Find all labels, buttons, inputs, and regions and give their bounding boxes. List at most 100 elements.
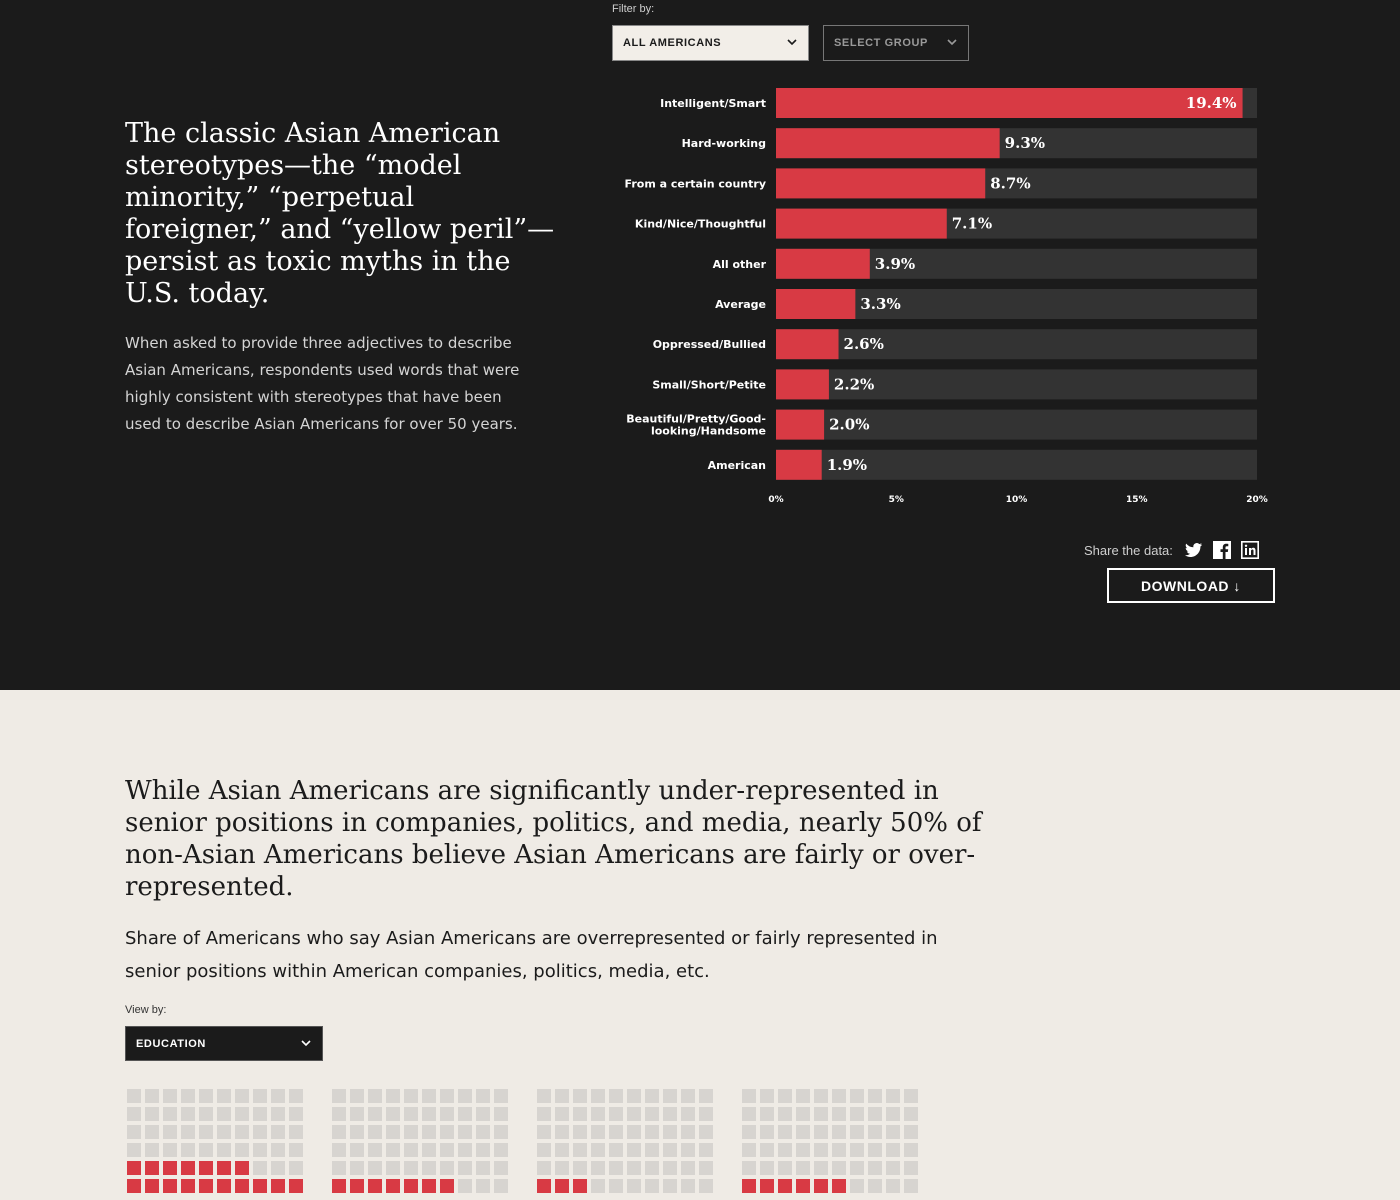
waffle-cell [458, 1125, 472, 1139]
waffle-cell [760, 1125, 774, 1139]
waffle-cell [350, 1107, 364, 1121]
waffle-cell [904, 1143, 918, 1157]
waffle-cell [886, 1161, 900, 1175]
waffle-cell [332, 1179, 346, 1193]
waffle-cell [271, 1143, 285, 1157]
waffle-cell [289, 1161, 303, 1175]
group-select[interactable]: SELECT GROUP [823, 25, 969, 61]
waffle-cell [555, 1161, 569, 1175]
waffle-cell [163, 1161, 177, 1175]
waffle-chart [332, 1089, 508, 1193]
waffle-cell [609, 1179, 623, 1193]
bar [776, 369, 829, 400]
waffle-cell [699, 1125, 713, 1139]
waffle-cell [332, 1161, 346, 1175]
waffle-cell [645, 1089, 659, 1103]
waffle-cell [760, 1161, 774, 1175]
adjectives-bar-chart: Intelligent/Smart 19.4% Hard-working 9.3% Fr… [625, 88, 1268, 505]
waffle-cell [796, 1125, 810, 1139]
waffle-cell [368, 1089, 382, 1103]
waffle-cell [537, 1161, 551, 1175]
waffle-cell [868, 1179, 882, 1193]
waffle-cell [289, 1179, 303, 1193]
bar-value-label: 2.0% [829, 416, 869, 434]
waffle-cell [591, 1107, 605, 1121]
waffle-cell [217, 1089, 231, 1103]
share-label: Share the data: [1084, 542, 1173, 558]
waffle-cell [476, 1161, 490, 1175]
waffle-cell [663, 1089, 677, 1103]
filter-select-americans[interactable]: ALL AMERICANS [612, 25, 809, 61]
waffle-cell [368, 1161, 382, 1175]
view-by-select-value: EDUCATION [136, 1037, 206, 1050]
waffle-cell [476, 1125, 490, 1139]
waffle-cell [832, 1179, 846, 1193]
waffle-cell [145, 1143, 159, 1157]
waffle-cell [868, 1161, 882, 1175]
x-tick-label: 0% [768, 495, 783, 505]
waffle-cell [681, 1143, 695, 1157]
bar-track [776, 409, 1257, 440]
waffle-cell [796, 1161, 810, 1175]
waffle-cell [886, 1125, 900, 1139]
waffle-cell [163, 1107, 177, 1121]
waffle-cell [127, 1143, 141, 1157]
waffle-cell [494, 1089, 508, 1103]
bar-category-label: Oppressed/Bullied [653, 338, 766, 351]
waffle-cell [904, 1089, 918, 1103]
waffle-cell [289, 1143, 303, 1157]
waffle-cell [886, 1089, 900, 1103]
waffle-cell [591, 1161, 605, 1175]
waffle-cell [181, 1089, 195, 1103]
waffle-cell [832, 1125, 846, 1139]
twitter-icon[interactable] [1184, 541, 1203, 559]
waffle-cell [289, 1107, 303, 1121]
x-tick-label: 20% [1246, 495, 1268, 505]
waffle-cell [163, 1179, 177, 1193]
waffle-cell [386, 1179, 400, 1193]
waffle-cell [271, 1107, 285, 1121]
waffle-cell [699, 1143, 713, 1157]
waffle-cell [814, 1089, 828, 1103]
waffle-cell [699, 1179, 713, 1193]
waffle-cell [591, 1125, 605, 1139]
bar-value-label: 19.4% [1186, 94, 1237, 112]
waffle-cell [645, 1161, 659, 1175]
waffle-cell [573, 1125, 587, 1139]
waffle-cell [404, 1125, 418, 1139]
bar-category-label: Kind/Nice/Thoughtful [635, 218, 766, 231]
waffle-cell [663, 1125, 677, 1139]
waffle-cell [163, 1125, 177, 1139]
linkedin-icon[interactable] [1240, 541, 1259, 559]
waffle-cell [127, 1107, 141, 1121]
waffle-cell [422, 1125, 436, 1139]
waffle-cell [868, 1107, 882, 1121]
waffle-cell [814, 1125, 828, 1139]
waffle-cell [476, 1089, 490, 1103]
waffle-cell [145, 1107, 159, 1121]
waffle-cell [181, 1125, 195, 1139]
waffle-cell [609, 1161, 623, 1175]
section-headline: The classic Asian American stereotypes—t… [125, 118, 555, 309]
view-by-select[interactable]: EDUCATION [125, 1026, 323, 1061]
waffle-cell [350, 1089, 364, 1103]
waffle-cell [494, 1161, 508, 1175]
waffle-cell [217, 1179, 231, 1193]
waffle-cell [404, 1161, 418, 1175]
waffle-cell [494, 1143, 508, 1157]
bar-category-label: American [708, 459, 766, 472]
waffle-cell [458, 1161, 472, 1175]
download-button[interactable]: DOWNLOAD ↓ [1107, 568, 1275, 603]
waffle-cell [850, 1125, 864, 1139]
waffle-cell [699, 1107, 713, 1121]
waffle-cell [422, 1161, 436, 1175]
facebook-icon[interactable] [1212, 541, 1231, 559]
waffle-cell [886, 1143, 900, 1157]
waffle-chart [742, 1089, 918, 1193]
waffle-cell [440, 1143, 454, 1157]
bar-category-label: Average [715, 298, 766, 311]
waffle-cell [368, 1107, 382, 1121]
waffle-cell [235, 1179, 249, 1193]
waffle-cell [904, 1125, 918, 1139]
filter-label: Filter by: [612, 3, 655, 15]
